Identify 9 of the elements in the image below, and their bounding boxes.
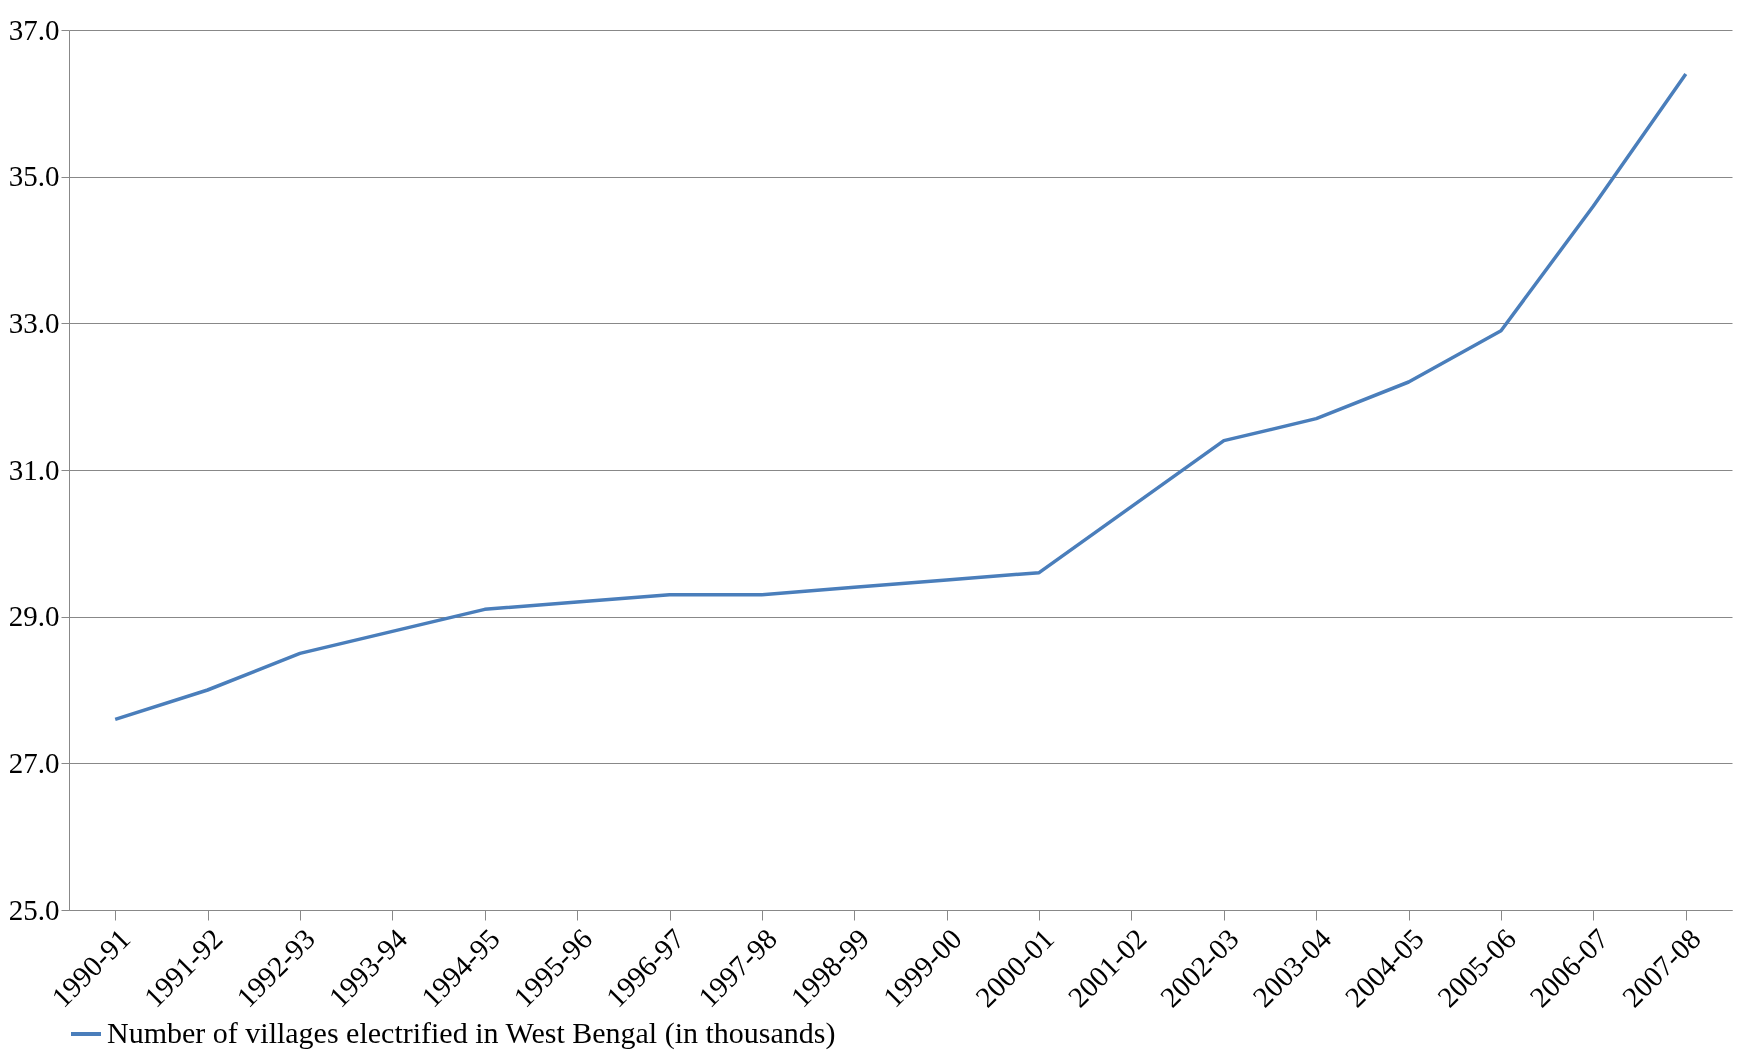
y-tick-label: 31.0 bbox=[8, 453, 60, 486]
y-tick-label: 29.0 bbox=[8, 600, 60, 633]
y-tick-label: 27.0 bbox=[8, 746, 60, 779]
y-tick-label: 33.0 bbox=[8, 306, 60, 339]
y-tick-label: 35.0 bbox=[8, 160, 60, 193]
y-tick-label: 37.0 bbox=[8, 13, 60, 46]
y-tick-label: 25.0 bbox=[8, 893, 60, 926]
line-series bbox=[113, 72, 1688, 722]
legend-label: Number of villages electrified in West Bengal (in thousands) bbox=[107, 1016, 836, 1050]
